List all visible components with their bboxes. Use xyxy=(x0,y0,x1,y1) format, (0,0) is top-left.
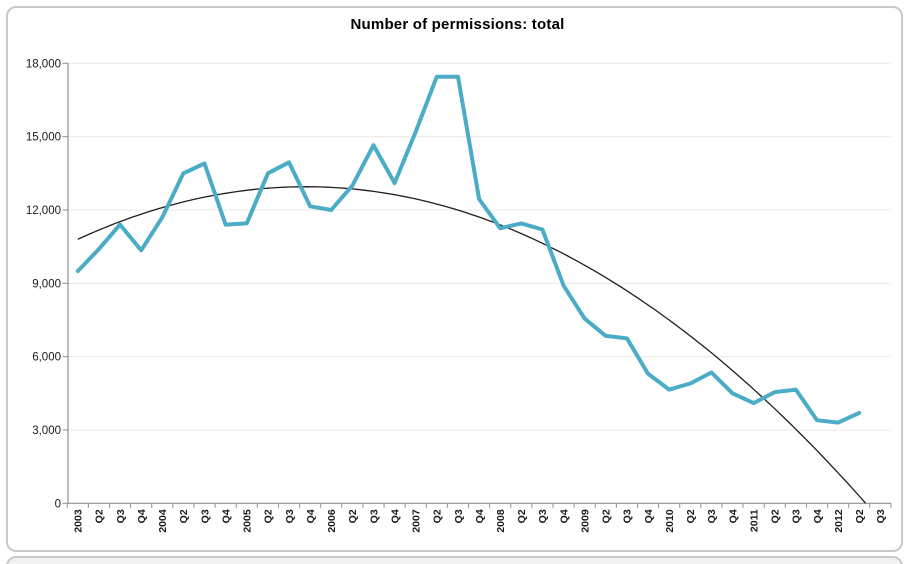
y-tick-label: 18,000 xyxy=(26,58,61,70)
x-tick-label: 2004 xyxy=(157,509,169,533)
x-tick-label: Q2 xyxy=(685,509,697,523)
x-tick-label: 2011 xyxy=(748,509,760,532)
y-tick-label: 0 xyxy=(55,498,61,510)
x-tick-label: Q2 xyxy=(263,509,275,523)
x-tick-label: 2009 xyxy=(579,509,591,533)
x-tick-label: 2012 xyxy=(833,509,845,533)
x-tick-label: Q2 xyxy=(770,509,782,523)
x-tick-label: 2006 xyxy=(326,509,338,533)
y-tick-label: 6,000 xyxy=(32,352,61,364)
x-tick-label: Q4 xyxy=(812,509,824,523)
x-tick-label: Q4 xyxy=(305,509,317,523)
x-tick-label: 2003 xyxy=(73,509,85,533)
x-tick-label: Q2 xyxy=(178,509,190,523)
chart-title: Number of permissions: total xyxy=(350,16,565,33)
y-tick-label: 3,000 xyxy=(32,425,61,437)
x-tick-label: Q3 xyxy=(284,509,296,523)
x-tick-label: Q2 xyxy=(432,509,444,523)
x-tick-label: Q4 xyxy=(474,509,486,523)
x-tick-label: Q2 xyxy=(601,509,613,523)
trend-line xyxy=(77,186,867,504)
x-tick-label: Q4 xyxy=(389,509,401,523)
x-tick-label: Q3 xyxy=(791,509,803,523)
x-tick-label: 2008 xyxy=(495,509,507,533)
x-tick-label: Q2 xyxy=(94,509,106,523)
x-tick-label: Q3 xyxy=(368,509,380,523)
x-tick-label: Q3 xyxy=(622,509,634,523)
x-tick-label: Q3 xyxy=(453,509,465,523)
permissions-line xyxy=(75,74,862,425)
x-tick-label: 2007 xyxy=(411,509,423,533)
x-tick-label: Q4 xyxy=(558,509,570,523)
x-tick-label: Q4 xyxy=(220,509,232,523)
x-tick-label: Q3 xyxy=(115,509,127,523)
y-tick-label: 15,000 xyxy=(26,132,61,144)
x-tick-label: Q2 xyxy=(347,509,359,523)
x-tick-label: Q4 xyxy=(643,509,655,523)
x-tick-label: Q3 xyxy=(706,509,718,523)
x-tick-label: Q4 xyxy=(136,509,148,523)
y-tick-label: 12,000 xyxy=(26,205,61,217)
x-tick-label: Q3 xyxy=(537,509,549,523)
x-tick-label: 2005 xyxy=(242,509,254,533)
chart-frame-border xyxy=(6,6,903,552)
x-tick-label: Q2 xyxy=(854,509,866,523)
next-chart-top-edge xyxy=(6,556,903,564)
x-tick-label: Q3 xyxy=(875,509,887,523)
x-tick-label: Q3 xyxy=(199,509,211,523)
x-tick-label: Q2 xyxy=(516,509,528,523)
x-tick-label: 2010 xyxy=(664,509,676,533)
x-tick-label: Q4 xyxy=(727,509,739,523)
y-tick-label: 9,000 xyxy=(32,278,61,290)
